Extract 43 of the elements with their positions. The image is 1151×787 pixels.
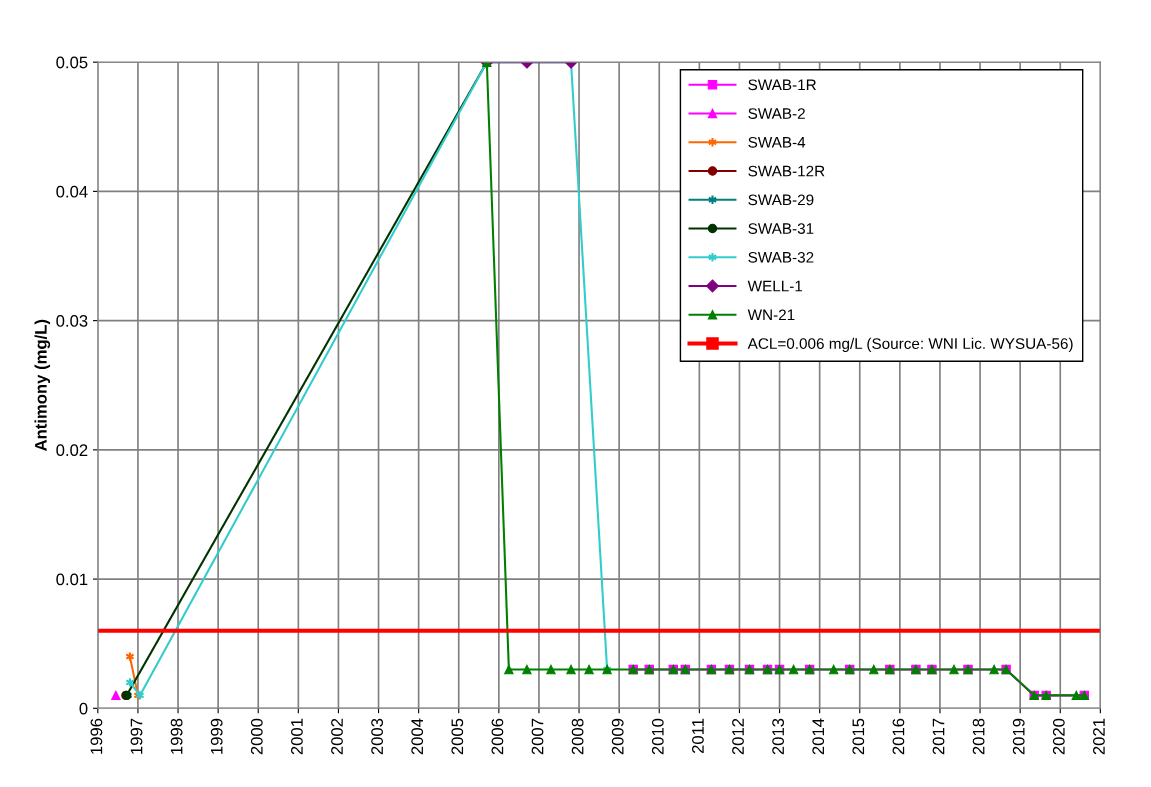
- x-tick-label: 2009: [611, 718, 624, 755]
- x-tick-label: 2012: [732, 718, 744, 755]
- x-tick-label: 2002: [331, 718, 343, 755]
- legend-label: SWAB-1R: [748, 79, 816, 91]
- y-tick-label: 0.01: [56, 573, 88, 586]
- legend-label: WELL-1: [747, 280, 803, 292]
- x-tick-label: 1999: [210, 718, 223, 754]
- x-tick-label: 2020: [1052, 718, 1065, 755]
- x-tick-label: 2017: [932, 718, 945, 755]
- legend-label: SWAB-4: [748, 136, 806, 148]
- x-tick-label: 2000: [250, 718, 263, 755]
- legend-label: WN-21: [747, 309, 795, 321]
- legend-label: SWAB-2: [748, 108, 805, 119]
- x-tick-label: 2006: [491, 718, 504, 755]
- y-tick-label: 0.05: [56, 56, 88, 69]
- x-tick-label: 1996: [90, 718, 103, 754]
- legend-label: SWAB-32: [748, 251, 814, 263]
- x-tick-label: 2001: [291, 718, 303, 755]
- x-tick-label: 2019: [1012, 718, 1025, 755]
- x-tick-label: 2010: [651, 718, 664, 755]
- x-tick-label: 2003: [371, 718, 384, 755]
- x-tick-label: 2013: [772, 718, 785, 755]
- x-tick-label: 2011: [692, 718, 704, 754]
- x-tick-label: 1998: [170, 718, 183, 754]
- x-tick-label: 2018: [972, 718, 985, 755]
- x-tick-label: 1997: [130, 718, 143, 754]
- legend-label: SWAB-12R: [748, 165, 825, 177]
- x-tick-label: 2015: [852, 718, 865, 755]
- x-tick-label: 2016: [892, 718, 905, 755]
- x-tick-label: 2005: [451, 718, 464, 755]
- y-tick-label: 0: [79, 702, 88, 715]
- legend-label: SWAB-29: [748, 194, 814, 206]
- x-tick-label: 2014: [812, 718, 825, 755]
- y-tick-label: 0.04: [56, 185, 88, 198]
- x-tick-label: 2008: [571, 718, 584, 755]
- y-tick-label: 0.02: [56, 444, 88, 457]
- legend-label: SWAB-31: [748, 223, 814, 234]
- x-tick-label: 2007: [531, 718, 544, 755]
- x-tick-label: 2021: [1093, 718, 1105, 755]
- legend-label: ACL=0.006 mg/L (Source: WNI Lic. WYSUA-56): [747, 337, 1073, 353]
- x-tick-label: 2004: [411, 718, 424, 755]
- y-tick-label: 0.03: [56, 315, 88, 327]
- y-axis-title: Antimony (mg/L): [34, 319, 51, 452]
